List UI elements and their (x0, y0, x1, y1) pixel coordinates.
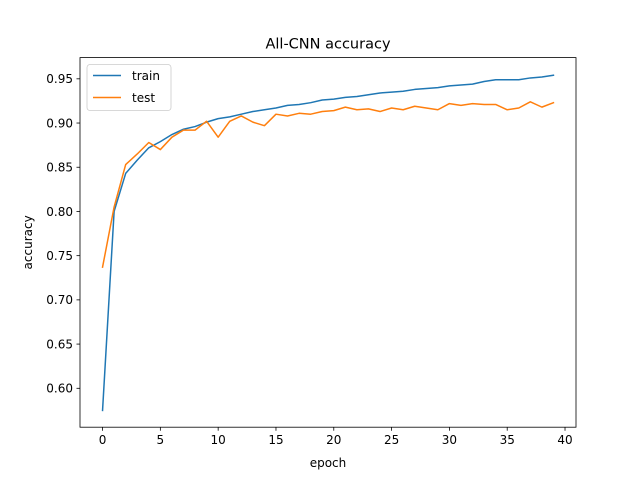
y-tick-label: 0.65 (46, 337, 73, 351)
x-tick-label: 5 (157, 433, 165, 447)
plot-lines (101, 74, 555, 412)
legend-label-test: test (132, 91, 155, 105)
axes-frame (79, 57, 577, 428)
y-tick-label: 0.90 (46, 116, 73, 130)
x-tick-label: 0 (99, 433, 107, 447)
y-axis-label: accuracy (21, 215, 35, 269)
x-tick-label: 40 (557, 433, 572, 447)
x-tick-label: 30 (442, 433, 457, 447)
x-tick-label: 10 (211, 433, 226, 447)
series-line-test (101, 101, 555, 269)
y-tick-label: 0.75 (46, 249, 73, 263)
x-tick-label: 20 (326, 433, 341, 447)
y-tick-label: 0.80 (46, 205, 73, 219)
plot-area-background (80, 57, 576, 428)
x-axis-label: epoch (310, 456, 347, 470)
x-axis-ticks: 0 5 10 15 20 25 30 35 40 (99, 427, 573, 447)
y-tick-label: 0.60 (46, 382, 73, 396)
series-line-train (101, 74, 555, 412)
y-tick-label: 0.85 (46, 161, 73, 175)
x-tick-label: 25 (384, 433, 399, 447)
y-tick-label: 0.70 (46, 293, 73, 307)
legend-label-train: train (132, 69, 160, 83)
legend: train test (86, 64, 172, 111)
x-tick-label: 15 (268, 433, 283, 447)
chart-title: All-CNN accuracy (265, 37, 390, 53)
x-tick-label: 35 (500, 433, 515, 447)
y-axis-ticks: 0.60 0.65 0.70 0.75 0.80 0.85 0.90 0.95 (46, 72, 80, 396)
axes (79, 57, 577, 428)
y-tick-label: 0.95 (46, 72, 73, 86)
